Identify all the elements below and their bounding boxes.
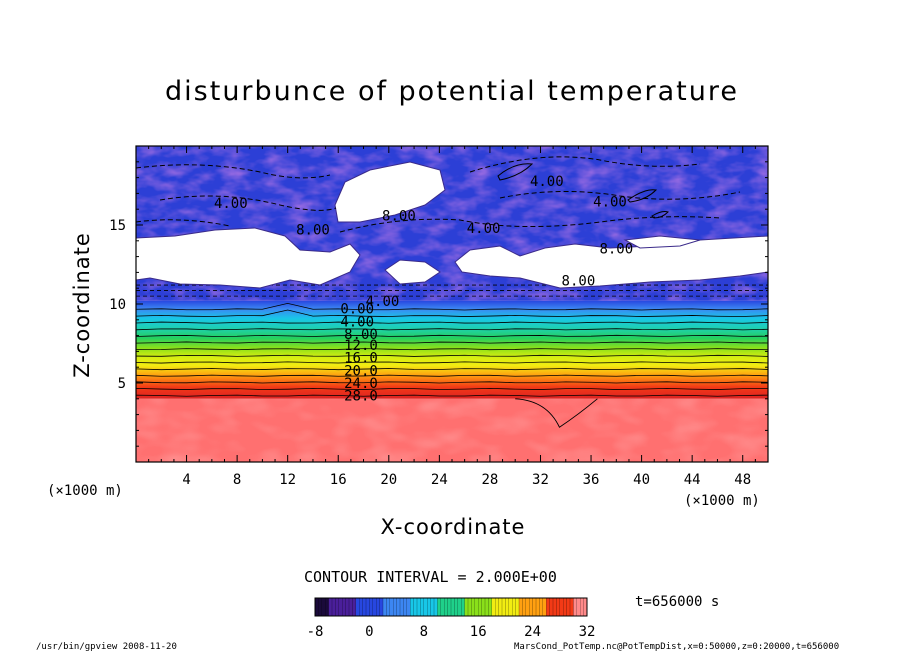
masked-cloud-region bbox=[334, 161, 446, 223]
contour-line-negative bbox=[136, 219, 231, 227]
colorbar-segment bbox=[383, 598, 398, 616]
contour-label: 20.0 bbox=[344, 363, 378, 379]
contour-label: 4.00 bbox=[214, 196, 248, 212]
colorbar-segment bbox=[559, 598, 574, 616]
contour-line bbox=[136, 388, 768, 390]
y-tick-label: 5 bbox=[118, 376, 126, 392]
contour-line-negative bbox=[339, 216, 721, 233]
contour-label: 24.0 bbox=[344, 376, 378, 392]
contour-label: 8.00 bbox=[562, 273, 596, 289]
colorbar-tick-label: 32 bbox=[579, 624, 596, 640]
contour-line bbox=[136, 394, 768, 397]
x-axis-label: X-coordinate bbox=[380, 515, 526, 539]
x-tick-label: 8 bbox=[233, 472, 241, 488]
colorbar-tick-label: 8 bbox=[420, 624, 428, 640]
x-tick-label: 12 bbox=[279, 472, 296, 488]
colorbar-segment bbox=[464, 598, 479, 616]
chart-title: disturbunce of potential temperature bbox=[165, 76, 739, 107]
contour-label: 16.0 bbox=[344, 351, 378, 367]
footer-program: /usr/bin/gpview 2008-11-20 bbox=[36, 642, 177, 652]
x-tick-label: 20 bbox=[380, 472, 397, 488]
colorbar-segment bbox=[451, 598, 466, 616]
colorbar-segment bbox=[315, 598, 330, 616]
x-tick-label: 40 bbox=[633, 472, 650, 488]
colorbar-segment bbox=[342, 598, 357, 616]
contour-line-negative bbox=[469, 156, 701, 173]
contour-line bbox=[136, 381, 768, 384]
colorbar-segment bbox=[423, 598, 438, 616]
colorbar-tick-label: -8 bbox=[307, 624, 324, 640]
x-tick-label: 24 bbox=[431, 472, 448, 488]
y-tick-label: 15 bbox=[109, 218, 126, 234]
colorbar-segment bbox=[437, 598, 452, 616]
contour-label: 8.00 bbox=[344, 327, 378, 343]
contour-line bbox=[136, 348, 768, 351]
colorbar-segment bbox=[355, 598, 370, 616]
colorbar-segment bbox=[410, 598, 425, 616]
contour-line bbox=[651, 211, 669, 219]
colorbar-segment bbox=[491, 598, 506, 616]
contour-label: 8.00 bbox=[599, 242, 633, 258]
x-tick-label: 16 bbox=[330, 472, 347, 488]
contour-label: 4.00 bbox=[366, 294, 400, 310]
contour-label: 12.0 bbox=[344, 338, 378, 354]
contour-line bbox=[136, 302, 768, 311]
contour-line bbox=[136, 361, 768, 364]
contour-label: 8.00 bbox=[296, 223, 330, 239]
colorbar-tick-label: 0 bbox=[365, 624, 373, 640]
contour-line-negative bbox=[159, 195, 337, 211]
lower-field-texture bbox=[136, 398, 768, 462]
contour-label: 4.00 bbox=[340, 314, 374, 330]
contour-line bbox=[497, 163, 534, 181]
colorbar-segment bbox=[396, 598, 411, 616]
contour-label: 0.00 bbox=[340, 302, 374, 318]
contour-interval-label: CONTOUR INTERVAL = 2.000E+00 bbox=[304, 568, 557, 586]
contour-dip bbox=[515, 398, 598, 428]
colorbar-segment bbox=[478, 598, 493, 616]
contour-label: 4.00 bbox=[530, 174, 564, 190]
contour-label: 4.00 bbox=[467, 221, 501, 237]
colorbar-segment bbox=[505, 598, 520, 616]
x-tick-label: 48 bbox=[734, 472, 751, 488]
contour-line bbox=[136, 374, 768, 377]
contour-label: 8.00 bbox=[382, 209, 416, 225]
colorbar-segment bbox=[546, 598, 561, 616]
footer-source: MarsCond_PotTemp.nc@PotTempDist,x=0:5000… bbox=[514, 642, 840, 652]
colorbar-segment bbox=[328, 598, 343, 616]
x-unit-right: (×1000 m) bbox=[684, 493, 760, 509]
colorbar-segment bbox=[369, 598, 384, 616]
contour-line bbox=[136, 321, 768, 324]
y-tick-label: 10 bbox=[109, 297, 126, 313]
colorbar-frame bbox=[314, 597, 588, 617]
x-tick-label: 32 bbox=[532, 472, 549, 488]
contour-line bbox=[136, 328, 768, 331]
contour-line bbox=[136, 334, 768, 337]
x-tick-label: 4 bbox=[182, 472, 190, 488]
contour-line bbox=[136, 309, 768, 317]
masked-cloud-region bbox=[136, 227, 361, 289]
contour-line bbox=[136, 368, 768, 371]
contour-label: 4.00 bbox=[593, 194, 627, 210]
masked-cloud-region bbox=[384, 259, 441, 285]
masked-cloud-region bbox=[454, 235, 768, 289]
contour-line-negative bbox=[136, 164, 331, 179]
x-tick-label: 28 bbox=[481, 472, 498, 488]
colorbar-segment bbox=[532, 598, 547, 616]
colorbar-segment bbox=[519, 598, 534, 616]
contour-line bbox=[136, 341, 768, 344]
contour-label: 28.0 bbox=[344, 389, 378, 405]
time-label: t=656000 s bbox=[635, 594, 720, 610]
contour-line bbox=[136, 354, 768, 357]
contour-line-negative bbox=[499, 190, 741, 200]
x-tick-label: 44 bbox=[684, 472, 701, 488]
colorbar-segment bbox=[573, 598, 588, 616]
contour-line bbox=[627, 189, 658, 203]
masked-cloud-region bbox=[623, 235, 701, 249]
x-unit-left: (×1000 m) bbox=[47, 483, 123, 499]
colorbar-tick-label: 16 bbox=[470, 624, 487, 640]
x-tick-label: 36 bbox=[583, 472, 600, 488]
colorbar-tick-label: 24 bbox=[524, 624, 541, 640]
